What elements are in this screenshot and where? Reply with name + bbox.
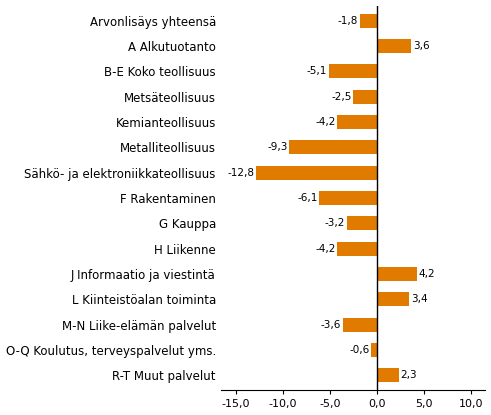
Text: -2,5: -2,5 [331, 92, 352, 102]
Text: 3,4: 3,4 [411, 294, 428, 304]
Bar [343, 317, 377, 332]
Bar [354, 90, 377, 104]
Bar [329, 64, 377, 78]
Text: 4,2: 4,2 [418, 269, 435, 279]
Text: -9,3: -9,3 [267, 142, 287, 152]
Bar [337, 115, 377, 129]
Bar [377, 292, 409, 306]
Bar [360, 14, 377, 28]
Text: -12,8: -12,8 [227, 168, 254, 178]
Text: -0,6: -0,6 [349, 345, 369, 355]
Text: -4,2: -4,2 [315, 244, 335, 254]
Bar [320, 191, 377, 205]
Bar [289, 140, 377, 154]
Text: -1,8: -1,8 [338, 16, 358, 26]
Bar [377, 39, 411, 53]
Text: -6,1: -6,1 [297, 193, 318, 203]
Text: -4,2: -4,2 [315, 117, 335, 127]
Bar [371, 343, 377, 357]
Text: -5,1: -5,1 [306, 66, 327, 76]
Bar [347, 216, 377, 230]
Text: 2,3: 2,3 [401, 370, 417, 380]
Bar [377, 368, 399, 382]
Bar [337, 242, 377, 256]
Text: -3,2: -3,2 [325, 218, 345, 228]
Bar [256, 166, 377, 180]
Text: 3,6: 3,6 [413, 41, 430, 51]
Bar [377, 267, 416, 281]
Text: -3,6: -3,6 [321, 320, 341, 330]
